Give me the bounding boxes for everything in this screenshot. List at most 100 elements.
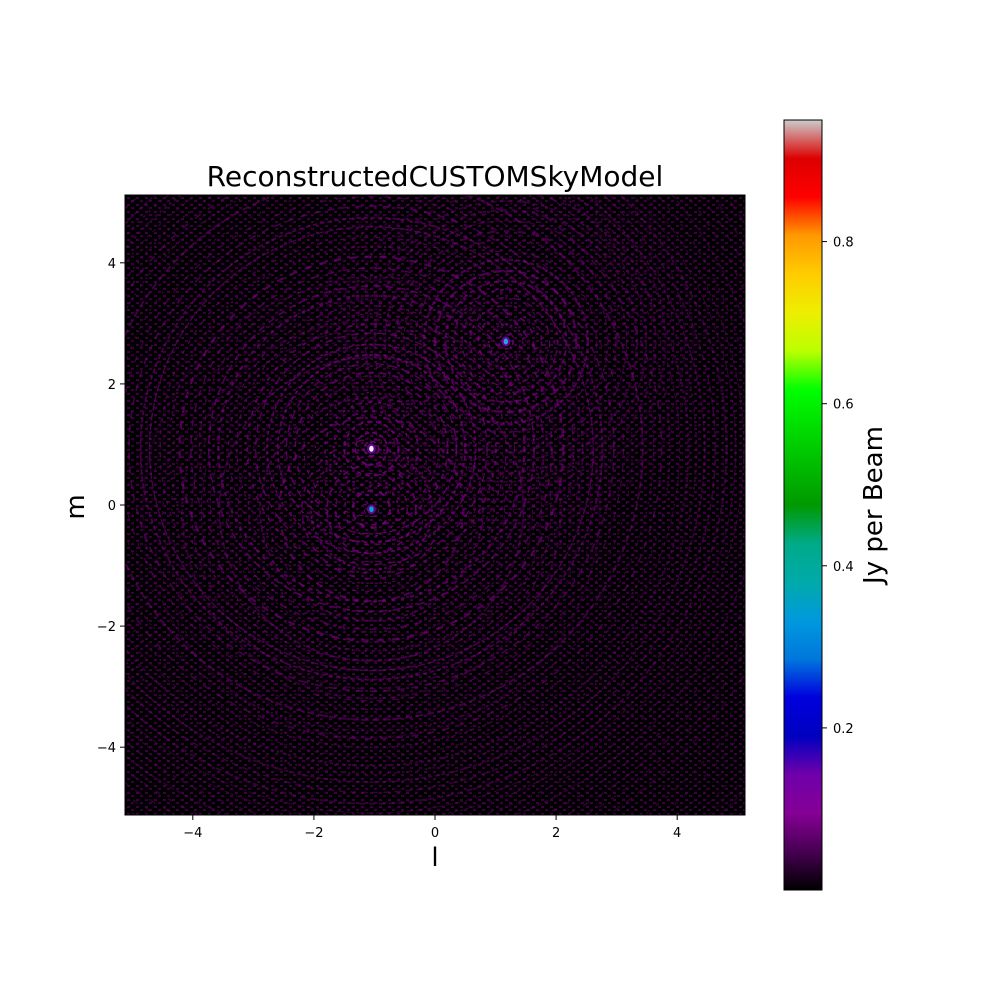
sidelobe-ring	[355, 195, 657, 493]
y-axis: −4 −2 0 2 4	[97, 257, 125, 756]
sidelobe-ring	[267, 405, 476, 613]
sidelobe-ring	[403, 238, 609, 445]
sidelobe-ring	[290, 428, 453, 591]
sidelobe-ring	[125, 195, 717, 794]
sidelobe-ring	[314, 391, 429, 506]
sidelobe-ring	[200, 338, 543, 680]
x-tick-label: 4	[673, 826, 681, 841]
y-tick-label: −4	[97, 741, 116, 756]
sidelobe-ring	[488, 323, 524, 360]
sidelobe-ring	[170, 308, 573, 710]
sidelobe-ring	[345, 195, 667, 502]
chart-title: ReconstructedCUSTOMSkyModel	[207, 160, 664, 193]
sidelobe-ring	[246, 323, 497, 575]
y-tick-label: 0	[108, 499, 116, 514]
sidelobe-ring	[128, 205, 615, 693]
sidelobe-ring	[148, 226, 594, 672]
plot-area	[124, 194, 746, 816]
sidelobe-ring	[434, 269, 578, 414]
sidelobe-ring	[351, 489, 392, 530]
source-peak	[503, 338, 509, 345]
sidelobe-ring	[343, 420, 400, 477]
colorbar-tick-label: 0.4	[833, 560, 854, 575]
sidelobe-ring	[325, 195, 686, 522]
sidelobe-ring	[469, 304, 543, 379]
sidelobe-noise	[125, 195, 745, 815]
sidelobe-ring	[125, 195, 655, 732]
colorbar-tick-label: 0.6	[833, 398, 854, 413]
sidelobe-ring	[303, 380, 440, 517]
sidelobe-ring	[125, 195, 671, 748]
sidelobe-ring	[125, 195, 644, 721]
sidelobe-ring	[125, 195, 633, 711]
sidelobe-ring	[266, 343, 477, 554]
sidelobe-ring	[337, 195, 675, 511]
sidelobe-ring	[125, 195, 663, 740]
sidelobe-ring	[132, 269, 611, 749]
sidelobe-ring	[181, 318, 562, 700]
sidelobe-ring	[142, 279, 601, 739]
sidelobe-ring	[477, 313, 535, 370]
sidelobe-ring	[323, 401, 419, 497]
sidelobe-ring	[168, 245, 575, 652]
x-tick-label: 0	[431, 826, 439, 841]
sidelobe-ring	[209, 347, 534, 671]
colorbar-label: Jy per Beam	[859, 426, 889, 586]
sidelobe-ring	[207, 285, 535, 613]
sidelobe-ring	[301, 438, 442, 580]
sidelobe-ring	[363, 501, 380, 518]
sidelobe-ring	[326, 463, 417, 555]
x-tick-label: 2	[552, 826, 560, 841]
sidelobe-ring	[285, 363, 458, 535]
sidelobe-ring	[335, 472, 408, 546]
sidelobe-ring	[394, 229, 618, 454]
x-axis-label: l	[431, 843, 438, 873]
colorbar-tick-label: 0.8	[833, 236, 854, 251]
sidelobe-ring	[373, 209, 639, 475]
y-axis-label: m	[61, 494, 91, 519]
sidelobe-ring	[125, 195, 728, 805]
sidelobe-ring	[414, 250, 598, 433]
sidelobe-ring	[151, 289, 592, 730]
sidelobe-ring	[453, 288, 559, 395]
sidelobe-ring	[218, 356, 525, 663]
sidelobe-ring	[161, 299, 581, 719]
source-peak	[369, 506, 374, 513]
sidelobe-ring	[497, 333, 514, 350]
sidelobe-ring	[278, 416, 465, 603]
sidelobe-ring	[332, 409, 411, 488]
sidelobe-ring	[190, 267, 553, 630]
sidelobe-ring	[276, 354, 467, 544]
sidelobe-ring	[343, 481, 400, 537]
sidelobe-ring	[384, 219, 628, 464]
sidelobe-ring	[125, 195, 706, 783]
sidelobe-ring	[159, 236, 584, 661]
sidelobe-ring	[125, 195, 737, 814]
sidelobe-ring	[228, 366, 515, 652]
sidelobe-ring	[318, 456, 425, 563]
sidelobe-ring	[247, 385, 495, 633]
sources-layer	[366, 336, 511, 515]
x-axis: −4 −2 0 2 4	[183, 815, 681, 841]
sidelobe-ring	[422, 258, 589, 425]
sidelobe-ring	[255, 332, 488, 566]
sidelobe-ring	[237, 375, 505, 643]
sidelobe-ring	[228, 305, 515, 593]
sidelobe-ring	[354, 431, 389, 466]
sidelobe-ring	[294, 371, 449, 526]
source-peak	[369, 445, 374, 452]
sidelobe-ring	[139, 216, 604, 681]
sidelobe-ring	[125, 195, 745, 815]
colorbar-ticks: 0.2 0.4 0.6 0.8	[822, 236, 854, 737]
sidelobe-ring	[461, 297, 551, 386]
sidelobe-ring	[259, 396, 484, 622]
x-tick-label: −2	[304, 826, 323, 841]
sidelobe-ring	[178, 255, 565, 642]
sidelobe-ring	[317, 195, 695, 530]
sidelobe-ring	[217, 294, 526, 603]
colorbar: 0.2 0.4 0.6 0.8 Jy per Beam	[783, 119, 889, 891]
y-tick-label: 4	[108, 257, 116, 272]
sidelobe-ring	[198, 275, 545, 622]
y-tick-label: 2	[108, 378, 116, 393]
